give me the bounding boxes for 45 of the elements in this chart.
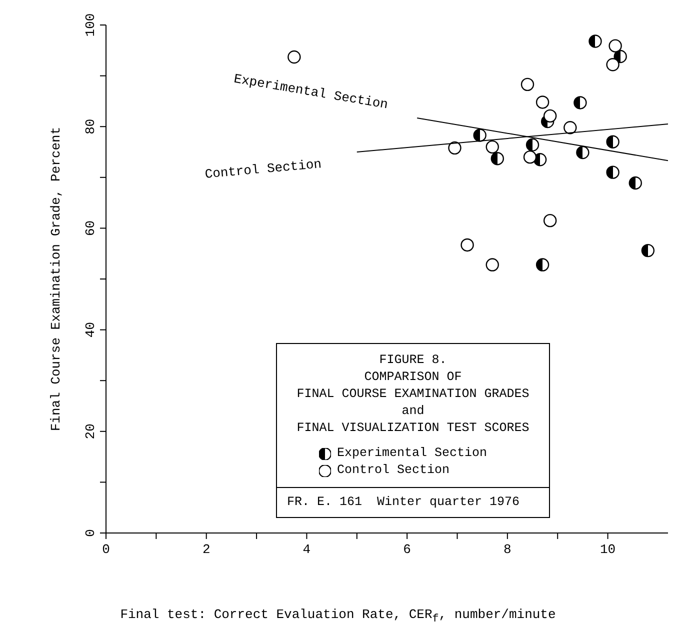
y-tick-label: 40 xyxy=(83,322,98,338)
x-tick-label: 10 xyxy=(600,542,616,557)
point xyxy=(460,238,474,252)
point xyxy=(606,135,620,148)
y-tick-label: 0 xyxy=(83,529,98,537)
point xyxy=(526,138,540,152)
point xyxy=(564,121,577,134)
point xyxy=(536,96,550,109)
legend-label: Control Section xyxy=(337,462,450,479)
point xyxy=(523,150,537,164)
point xyxy=(486,140,499,154)
point xyxy=(473,128,486,142)
point xyxy=(543,109,557,123)
point xyxy=(486,258,499,272)
y-tick-label: 80 xyxy=(83,118,98,134)
point xyxy=(588,34,602,48)
y-axis-title: Final Course Examination Grade, Percent xyxy=(48,126,64,432)
text: COMPARISON OF FINAL COURSE EXAMINATION GRADES and FINAL VISUALIZATION TEST SCORES xyxy=(296,369,530,437)
point xyxy=(608,39,622,52)
point xyxy=(628,176,642,190)
point xyxy=(606,58,620,72)
point xyxy=(288,50,301,64)
point xyxy=(448,141,462,155)
x-axis-title: Final test: Correct Evaluation Rate, CER$_{f}$, number/minute xyxy=(119,607,557,626)
point xyxy=(606,166,620,179)
x-tick-label: 4 xyxy=(302,542,311,557)
annotation: FR. E. 161 Winter quarter 1976 xyxy=(277,487,549,511)
point xyxy=(574,96,587,110)
y-tick-label: 20 xyxy=(83,424,98,440)
text: FIGURE 8. xyxy=(378,352,448,369)
y-tick-label: 60 xyxy=(83,220,98,236)
point xyxy=(614,50,627,64)
point xyxy=(520,78,534,92)
point xyxy=(641,244,655,258)
point xyxy=(490,152,504,166)
point xyxy=(536,258,550,272)
legend-label: Experimental Section xyxy=(337,445,488,462)
point xyxy=(576,146,590,160)
text: Control Section xyxy=(204,156,322,182)
x-tick-label: 6 xyxy=(403,542,411,557)
x-tick-label: 2 xyxy=(202,542,210,557)
y-tick-label: 100 xyxy=(83,13,98,37)
x-tick-label: 8 xyxy=(504,542,512,557)
point xyxy=(543,214,557,228)
x-tick-label: 0 xyxy=(102,542,110,557)
